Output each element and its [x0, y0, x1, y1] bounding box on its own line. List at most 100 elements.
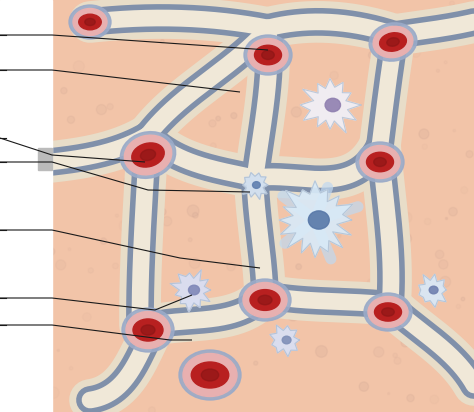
Circle shape [159, 208, 166, 215]
Ellipse shape [132, 143, 164, 167]
Ellipse shape [248, 38, 288, 72]
Polygon shape [243, 173, 268, 199]
Ellipse shape [374, 303, 401, 321]
Circle shape [72, 143, 77, 148]
Circle shape [163, 307, 171, 314]
Ellipse shape [191, 362, 229, 388]
Circle shape [359, 382, 369, 391]
Circle shape [385, 210, 391, 215]
Circle shape [392, 158, 399, 164]
Circle shape [311, 27, 323, 38]
Circle shape [145, 201, 154, 211]
Circle shape [133, 135, 138, 141]
Ellipse shape [250, 290, 280, 310]
Circle shape [218, 166, 220, 169]
Circle shape [449, 207, 457, 216]
Circle shape [407, 394, 414, 402]
Ellipse shape [356, 142, 404, 182]
Circle shape [293, 289, 302, 298]
Circle shape [267, 309, 274, 316]
Circle shape [287, 309, 299, 321]
Circle shape [424, 218, 431, 225]
Polygon shape [170, 270, 210, 312]
Circle shape [115, 214, 118, 217]
Ellipse shape [364, 293, 412, 331]
Ellipse shape [387, 38, 399, 46]
Circle shape [178, 323, 188, 333]
Circle shape [419, 129, 429, 139]
Ellipse shape [239, 279, 291, 321]
Ellipse shape [69, 5, 111, 39]
Circle shape [388, 393, 390, 395]
Circle shape [382, 115, 385, 118]
Circle shape [453, 129, 456, 132]
Ellipse shape [258, 295, 272, 305]
Circle shape [254, 361, 258, 365]
Circle shape [466, 151, 473, 158]
Circle shape [267, 245, 272, 250]
Circle shape [296, 264, 301, 269]
Ellipse shape [253, 182, 260, 188]
Circle shape [450, 1, 455, 6]
Circle shape [131, 224, 136, 229]
Ellipse shape [282, 336, 291, 344]
Circle shape [96, 105, 107, 115]
Circle shape [253, 81, 262, 90]
Circle shape [393, 353, 397, 358]
Circle shape [187, 205, 199, 217]
Circle shape [32, 132, 36, 136]
Circle shape [69, 367, 73, 370]
Ellipse shape [255, 45, 282, 65]
Circle shape [389, 145, 398, 154]
Circle shape [394, 357, 401, 364]
Circle shape [48, 387, 59, 398]
Circle shape [46, 84, 49, 87]
Circle shape [100, 238, 107, 244]
Ellipse shape [309, 211, 329, 229]
Circle shape [438, 260, 448, 269]
Ellipse shape [124, 135, 172, 175]
Circle shape [374, 347, 384, 357]
Circle shape [161, 40, 164, 43]
Circle shape [55, 260, 66, 270]
Circle shape [188, 238, 192, 242]
Circle shape [228, 28, 232, 31]
Circle shape [197, 382, 201, 387]
Circle shape [401, 338, 410, 347]
Circle shape [88, 268, 93, 273]
Ellipse shape [179, 350, 241, 400]
Circle shape [316, 346, 328, 357]
Ellipse shape [244, 35, 292, 75]
Ellipse shape [374, 157, 386, 166]
Ellipse shape [120, 131, 176, 178]
Polygon shape [419, 274, 446, 307]
Ellipse shape [380, 33, 406, 51]
Circle shape [380, 194, 387, 200]
Circle shape [29, 64, 40, 75]
Circle shape [136, 10, 142, 16]
Circle shape [440, 276, 451, 287]
Circle shape [330, 71, 338, 80]
Ellipse shape [73, 9, 107, 35]
Circle shape [67, 116, 74, 123]
Circle shape [263, 277, 272, 286]
Circle shape [126, 264, 134, 272]
Ellipse shape [140, 150, 155, 161]
Circle shape [46, 49, 50, 54]
Ellipse shape [201, 369, 219, 381]
Ellipse shape [373, 26, 413, 58]
Ellipse shape [382, 308, 394, 316]
Circle shape [73, 61, 84, 72]
Circle shape [294, 19, 299, 23]
Circle shape [446, 218, 447, 220]
Ellipse shape [325, 98, 340, 112]
Ellipse shape [368, 297, 408, 328]
Circle shape [101, 402, 104, 405]
Circle shape [189, 258, 200, 269]
Circle shape [68, 248, 71, 250]
Ellipse shape [122, 308, 174, 352]
Circle shape [231, 112, 237, 119]
Circle shape [456, 304, 461, 309]
Circle shape [438, 15, 441, 17]
Polygon shape [300, 79, 361, 133]
